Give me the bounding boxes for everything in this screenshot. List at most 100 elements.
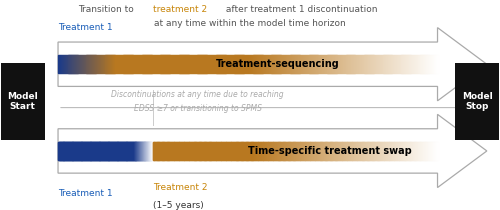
Bar [330,142,332,160]
Bar [110,55,112,73]
Bar [285,142,286,160]
Bar [92,55,94,73]
Bar [145,142,146,160]
Bar [105,142,106,160]
Bar [86,55,88,73]
Bar [288,142,290,160]
Bar [94,142,95,160]
Bar [112,142,113,160]
Bar [311,142,312,160]
Bar [278,55,280,73]
Bar [143,142,144,160]
Bar [306,55,307,73]
Bar [92,142,93,160]
Bar [106,142,107,160]
Bar [98,142,99,160]
Bar [292,142,294,160]
Bar [132,142,133,160]
Bar [386,142,387,160]
Bar [108,55,109,73]
Bar [144,142,145,160]
Bar [180,142,182,160]
Bar [317,142,318,160]
Bar [146,55,147,73]
Bar [75,142,76,160]
Bar [308,142,310,160]
Bar [324,142,326,160]
Bar [73,142,74,160]
Text: Discontinuations at any time due to reaching: Discontinuations at any time due to reac… [112,90,284,99]
Bar [148,142,149,160]
Bar [82,55,83,73]
Bar [354,55,356,73]
Bar [392,142,393,160]
Bar [148,142,150,160]
Bar [364,55,366,73]
Bar [408,142,410,160]
Bar [147,142,148,160]
Bar [404,55,405,73]
Bar [318,142,319,160]
Bar [250,55,251,73]
Bar [100,142,101,160]
Bar [74,142,75,160]
Bar [176,55,178,73]
Bar [170,142,172,160]
Bar [72,55,74,73]
Bar [140,142,141,160]
Bar [68,55,69,73]
Bar [252,55,253,73]
Bar [110,142,111,160]
Bar [370,142,372,160]
Bar [124,142,126,160]
Bar [374,55,376,73]
Bar [371,55,372,73]
Bar [194,55,195,73]
Bar [355,55,356,73]
Bar [410,142,411,160]
Bar [176,142,177,160]
Bar [77,142,78,160]
Bar [360,142,361,160]
Bar [250,142,251,160]
Bar [120,55,121,73]
Bar [243,55,244,73]
Bar [387,55,388,73]
Bar [282,142,284,160]
Bar [97,142,98,160]
Bar [412,142,414,160]
Bar [170,55,172,73]
Bar [126,55,128,73]
Bar [263,142,264,160]
Bar [314,142,316,160]
Bar [212,142,213,160]
Bar [432,55,434,73]
Bar [368,55,369,73]
Bar [274,142,275,160]
Bar [354,142,356,160]
Bar [187,55,188,73]
Bar [420,55,422,73]
Bar [63,142,64,160]
Bar [310,55,311,73]
Bar [404,142,406,160]
Bar [82,142,83,160]
Bar [352,142,354,160]
Bar [162,142,164,160]
Bar [166,142,168,160]
Bar [58,142,59,160]
Bar [140,142,141,160]
Bar [99,142,100,160]
Bar [312,55,313,73]
Bar [104,55,105,73]
Text: Treatment 1: Treatment 1 [58,189,112,198]
Bar [108,142,109,160]
Text: after treatment 1 discontinuation: after treatment 1 discontinuation [223,5,378,14]
Bar [391,55,392,73]
Bar [203,55,204,73]
Bar [174,142,176,160]
Bar [272,142,273,160]
Bar [230,55,231,73]
Bar [260,55,262,73]
Bar [341,55,342,73]
